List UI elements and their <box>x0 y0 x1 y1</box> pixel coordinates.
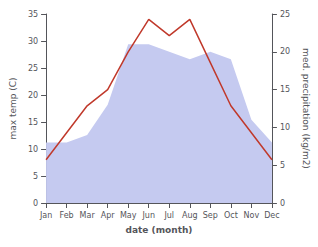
svg-text:15: 15 <box>28 118 38 127</box>
svg-text:35: 35 <box>28 10 38 19</box>
svg-text:Aug: Aug <box>182 211 198 220</box>
svg-text:Sep: Sep <box>203 211 218 220</box>
svg-text:Jul: Jul <box>163 211 174 220</box>
svg-text:10: 10 <box>280 123 290 132</box>
svg-text:Mar: Mar <box>80 211 96 220</box>
svg-text:May: May <box>120 211 137 220</box>
svg-text:25: 25 <box>280 10 290 19</box>
svg-text:med. precipitation (kg/m2): med. precipitation (kg/m2) <box>301 48 311 169</box>
svg-text:Nov: Nov <box>244 211 260 220</box>
svg-text:0: 0 <box>280 199 285 208</box>
svg-text:5: 5 <box>33 172 38 181</box>
svg-text:15: 15 <box>280 85 290 94</box>
svg-text:30: 30 <box>28 37 38 46</box>
svg-text:date (month): date (month) <box>126 225 193 235</box>
svg-text:Feb: Feb <box>60 211 74 220</box>
svg-text:Apr: Apr <box>101 211 116 220</box>
svg-text:Jun: Jun <box>141 211 155 220</box>
svg-text:max temp (C): max temp (C) <box>8 77 18 139</box>
svg-text:0: 0 <box>33 199 38 208</box>
svg-text:25: 25 <box>28 64 38 73</box>
svg-text:Oct: Oct <box>224 211 238 220</box>
svg-text:10: 10 <box>28 145 38 154</box>
svg-text:Dec: Dec <box>264 211 279 220</box>
svg-text:20: 20 <box>280 47 290 56</box>
svg-text:20: 20 <box>28 91 38 100</box>
svg-text:5: 5 <box>280 161 285 170</box>
svg-text:Jan: Jan <box>39 211 52 220</box>
